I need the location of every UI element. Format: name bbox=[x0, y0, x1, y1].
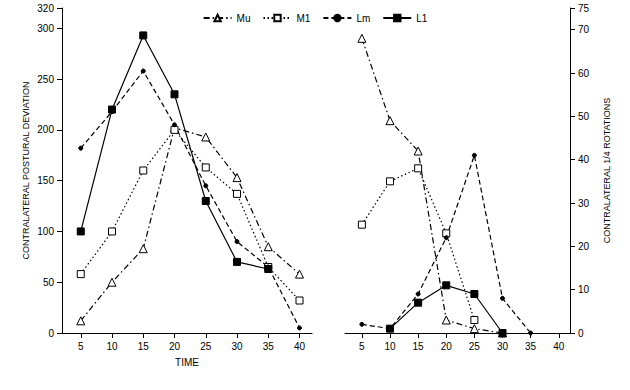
svg-text:10: 10 bbox=[106, 341, 118, 352]
svg-text:L1: L1 bbox=[416, 13, 428, 24]
svg-text:M1: M1 bbox=[296, 13, 310, 24]
svg-text:25: 25 bbox=[469, 341, 481, 352]
svg-text:320: 320 bbox=[37, 3, 54, 14]
svg-text:20: 20 bbox=[441, 341, 453, 352]
svg-text:200: 200 bbox=[37, 124, 54, 135]
svg-text:150: 150 bbox=[37, 175, 54, 186]
svg-text:50: 50 bbox=[43, 277, 55, 288]
svg-text:Mu: Mu bbox=[237, 13, 251, 24]
svg-text:40: 40 bbox=[578, 154, 590, 165]
svg-text:20: 20 bbox=[578, 241, 590, 252]
svg-text:75: 75 bbox=[578, 3, 590, 14]
svg-text:30: 30 bbox=[578, 198, 590, 209]
svg-text:25: 25 bbox=[200, 341, 212, 352]
svg-text:Lm: Lm bbox=[356, 13, 370, 24]
svg-text:5: 5 bbox=[359, 341, 365, 352]
svg-text:15: 15 bbox=[138, 341, 150, 352]
svg-text:70: 70 bbox=[578, 24, 590, 35]
svg-text:10: 10 bbox=[578, 284, 590, 295]
svg-text:40: 40 bbox=[294, 341, 306, 352]
svg-text:0: 0 bbox=[48, 328, 54, 339]
svg-text:30: 30 bbox=[497, 341, 509, 352]
svg-text:15: 15 bbox=[413, 341, 425, 352]
svg-text:35: 35 bbox=[525, 341, 537, 352]
svg-text:20: 20 bbox=[169, 341, 181, 352]
svg-text:30: 30 bbox=[231, 341, 243, 352]
svg-text:CONTRALATERAL POSTURAL DEVIATI: CONTRALATERAL POSTURAL DEVIATION bbox=[21, 81, 31, 259]
svg-text:10: 10 bbox=[384, 341, 396, 352]
svg-text:60: 60 bbox=[578, 68, 590, 79]
svg-text:35: 35 bbox=[263, 341, 275, 352]
svg-text:0: 0 bbox=[578, 328, 584, 339]
svg-text:5: 5 bbox=[78, 341, 84, 352]
svg-text:100: 100 bbox=[37, 226, 54, 237]
svg-text:40: 40 bbox=[553, 341, 565, 352]
svg-text:50: 50 bbox=[578, 111, 590, 122]
svg-text:300: 300 bbox=[37, 23, 54, 34]
svg-text:250: 250 bbox=[37, 74, 54, 85]
svg-text:TIME: TIME bbox=[175, 357, 199, 368]
svg-text:CONTRALATERAL 1/4 ROTATIONS: CONTRALATERAL 1/4 ROTATIONS bbox=[602, 98, 612, 244]
